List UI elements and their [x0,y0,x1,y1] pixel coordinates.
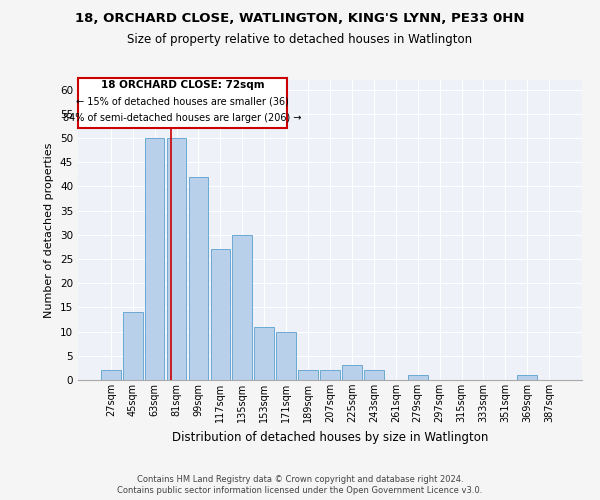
Bar [167,138,187,380]
Text: Contains public sector information licensed under the Open Government Licence v3: Contains public sector information licen… [118,486,482,495]
Bar [408,375,428,380]
Text: 18 ORCHARD CLOSE: 72sqm: 18 ORCHARD CLOSE: 72sqm [101,80,264,90]
Bar [101,370,121,380]
Text: Size of property relative to detached houses in Watlington: Size of property relative to detached ho… [127,32,473,46]
Text: ← 15% of detached houses are smaller (36): ← 15% of detached houses are smaller (36… [76,96,289,106]
X-axis label: Distribution of detached houses by size in Watlington: Distribution of detached houses by size … [172,430,488,444]
Bar [211,250,230,380]
Y-axis label: Number of detached properties: Number of detached properties [44,142,55,318]
Bar [320,370,340,380]
Bar [298,370,318,380]
Bar [254,327,274,380]
Bar [145,138,164,380]
Text: Contains HM Land Registry data © Crown copyright and database right 2024.: Contains HM Land Registry data © Crown c… [137,475,463,484]
Bar [123,312,143,380]
Bar [232,235,252,380]
Bar [517,375,537,380]
Text: 18, ORCHARD CLOSE, WATLINGTON, KING'S LYNN, PE33 0HN: 18, ORCHARD CLOSE, WATLINGTON, KING'S LY… [75,12,525,26]
Text: 84% of semi-detached houses are larger (206) →: 84% of semi-detached houses are larger (… [63,113,302,123]
Bar [364,370,384,380]
Bar [276,332,296,380]
Bar [342,366,362,380]
Bar [188,177,208,380]
